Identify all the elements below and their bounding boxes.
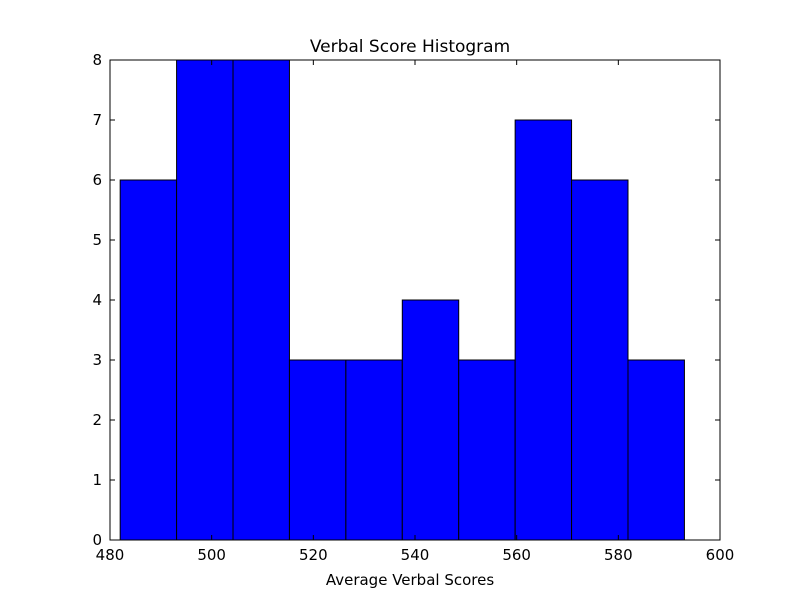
bars-layer xyxy=(119,59,685,541)
x-tick-label-520: 520 xyxy=(299,546,328,564)
histogram-bar-7 xyxy=(458,359,516,541)
y-tick-label-0: 0 xyxy=(92,531,102,549)
y-tick-label-4: 4 xyxy=(92,291,102,309)
histogram-bar-3 xyxy=(232,59,290,541)
histogram-bar-6 xyxy=(401,299,460,541)
histogram-bar-2 xyxy=(176,59,234,541)
histogram-bar-1 xyxy=(119,179,178,541)
y-tick-label-8: 8 xyxy=(92,51,102,69)
x-tick-label-560: 560 xyxy=(502,546,531,564)
histogram-bar-10 xyxy=(627,359,685,541)
histogram-bar-4 xyxy=(288,359,347,541)
y-tick-label-5: 5 xyxy=(92,231,102,249)
x-axis-label: Average Verbal Scores xyxy=(326,571,495,589)
x-tick-label-580: 580 xyxy=(604,546,633,564)
histogram-bar-5 xyxy=(345,359,403,541)
histogram-bar-8 xyxy=(514,119,573,541)
x-tick-label-480: 480 xyxy=(96,546,125,564)
y-tick-label-3: 3 xyxy=(92,351,102,369)
y-tick-label-1: 1 xyxy=(92,471,102,489)
x-tick-label-600: 600 xyxy=(706,546,735,564)
y-axis-ticks: 0 1 2 3 4 5 6 7 8 xyxy=(92,51,720,549)
x-axis-ticks: 480 500 520 540 560 580 600 xyxy=(96,60,735,564)
histogram-bar-9 xyxy=(571,179,629,541)
y-tick-label-2: 2 xyxy=(92,411,102,429)
x-tick-label-500: 500 xyxy=(197,546,226,564)
y-tick-label-7: 7 xyxy=(92,111,102,129)
chart-title: Verbal Score Histogram xyxy=(310,37,510,57)
y-tick-label-6: 6 xyxy=(92,171,102,189)
x-tick-label-540: 540 xyxy=(401,546,430,564)
